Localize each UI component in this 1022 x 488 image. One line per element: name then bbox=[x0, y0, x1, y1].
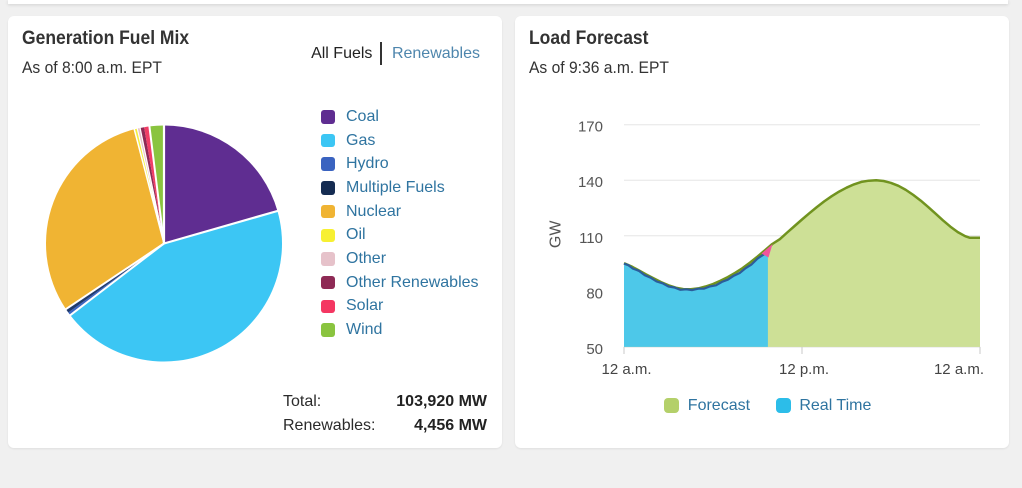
svg-text:140: 140 bbox=[578, 174, 603, 191]
svg-text:50: 50 bbox=[586, 341, 603, 358]
svg-text:12 a.m.: 12 a.m. bbox=[601, 361, 651, 378]
svg-text:GW: GW bbox=[547, 220, 564, 248]
svg-text:110: 110 bbox=[579, 230, 603, 247]
svg-text:80: 80 bbox=[586, 285, 603, 302]
svg-text:12 a.m.: 12 a.m. bbox=[934, 361, 984, 378]
svg-text:170: 170 bbox=[578, 119, 603, 136]
svg-text:12 p.m.: 12 p.m. bbox=[779, 361, 829, 378]
